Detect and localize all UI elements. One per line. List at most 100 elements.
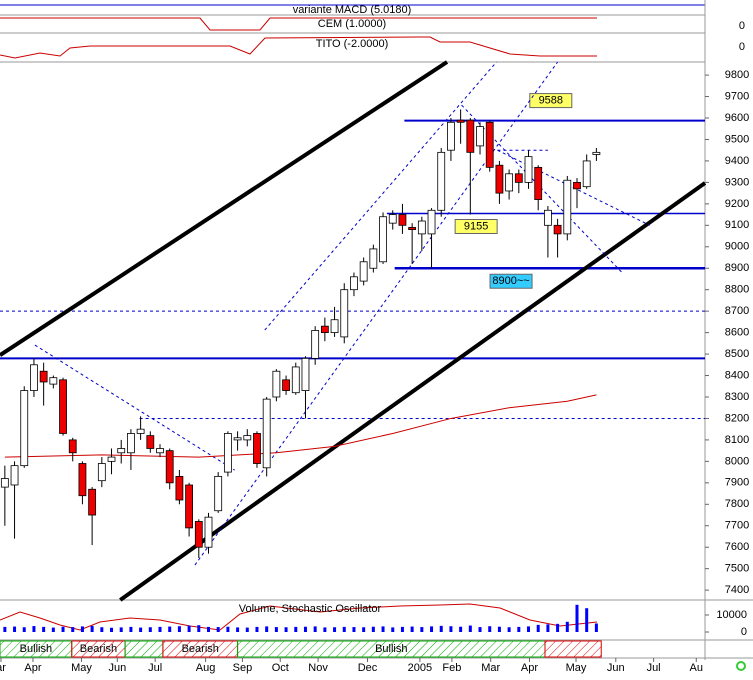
volume-bar (294, 626, 298, 632)
y-tick-label: 9500 (725, 133, 749, 145)
candle-body (165, 450, 174, 484)
volume-bar (517, 626, 521, 632)
candle-body (20, 390, 29, 467)
volume-bar (80, 626, 84, 632)
candle-body (398, 214, 407, 226)
signal-label: Bullish (20, 643, 52, 655)
volume-bar (206, 626, 210, 632)
volume-tick-label: 10000 (716, 609, 747, 621)
x-tick-label: Nov (308, 662, 328, 674)
candle-body (49, 377, 58, 385)
panel-tick: 0 (739, 20, 745, 32)
y-tick-label: 8700 (725, 305, 749, 317)
volume-bar (468, 625, 472, 632)
y-tick-label: 9200 (725, 198, 749, 210)
x-tick-label: Aug (196, 662, 216, 674)
candle-body (417, 220, 426, 235)
candle-body (117, 448, 126, 454)
candle-body (320, 325, 329, 334)
volume-bar (197, 625, 201, 632)
candle-body (127, 433, 135, 454)
level-label: 9588 (539, 94, 563, 106)
signal-band (124, 640, 164, 658)
candle-body (30, 364, 38, 391)
volume-bar (32, 626, 36, 632)
x-tick-label: Oct (272, 662, 289, 674)
volume-bar (430, 626, 434, 632)
cem-line (0, 17, 597, 31)
candle-body (514, 173, 523, 183)
candle-body (214, 475, 223, 512)
volume-bar (323, 627, 327, 632)
volume-bar (158, 626, 162, 632)
x-tick-label: Apr (24, 662, 41, 674)
volume-bar (575, 604, 579, 632)
volume-bar (362, 627, 366, 632)
candle-body (291, 366, 300, 394)
x-tick-label: May (566, 662, 587, 674)
candle-body (146, 435, 155, 449)
y-tick-label: 8300 (725, 391, 749, 403)
signal-label: Bearish (80, 643, 117, 655)
candle-body (136, 428, 145, 434)
volume-bar (400, 626, 404, 632)
volume-bar (391, 627, 395, 632)
x-tick-label: Dec (358, 662, 378, 674)
y-tick-label: 8400 (725, 369, 749, 381)
volume-bar (274, 627, 278, 632)
y-tick-label: 9300 (725, 176, 749, 188)
volume-bar (100, 627, 104, 632)
x-tick-label: Au (690, 662, 703, 674)
candle-body (369, 248, 378, 269)
volume-bar (265, 626, 269, 632)
candle-body (427, 209, 436, 235)
y-tick-label: 8500 (725, 348, 749, 360)
x-tick-label: May (71, 662, 92, 674)
level-label: 8900~~ (492, 275, 529, 287)
candle-body (408, 227, 417, 231)
x-tick-label: Jun (607, 662, 625, 674)
y-tick-label: 9800 (725, 69, 749, 81)
y-tick-label: 8000 (725, 455, 749, 467)
candle-body (592, 151, 601, 155)
candle-body (379, 216, 387, 263)
y-tick-label: 8600 (725, 327, 749, 339)
volume-title: Volume, Stochastic Oscillator (239, 603, 382, 615)
candle-body (78, 463, 87, 497)
volume-bar (71, 627, 75, 632)
trendline (264, 61, 497, 331)
x-tick-label: Feb (442, 662, 461, 674)
candle-body (447, 121, 455, 151)
volume-bar (439, 625, 443, 632)
volume-bar (177, 626, 181, 632)
signal-label: Bullish (375, 643, 407, 655)
candle-body (223, 433, 232, 473)
candle-body (59, 379, 67, 434)
candle-body (185, 484, 193, 529)
stochastic-line (0, 603, 598, 631)
candle-body (68, 439, 77, 454)
x-tick-label: Apr (521, 662, 538, 674)
volume-bar (478, 627, 482, 632)
x-tick-label: Jul (148, 662, 162, 674)
signal-label: Bearish (182, 643, 219, 655)
candle-body (340, 289, 349, 338)
candle-body (39, 370, 48, 383)
candle-body (0, 478, 9, 488)
volume-bar (536, 624, 540, 632)
x-tick-label: 2005 (408, 662, 432, 674)
volume-bar (168, 626, 172, 632)
panel-title: CEM (1.0000) (318, 18, 386, 30)
volume-bar (371, 626, 375, 632)
candle-body (456, 119, 465, 123)
volume-bar (488, 626, 492, 632)
candle-body (262, 398, 271, 469)
volume-bar (110, 627, 114, 632)
x-tick-label: Jul (647, 662, 661, 674)
candle-body (253, 433, 261, 464)
volume-bar (420, 627, 424, 632)
volume-bar (22, 627, 26, 632)
candle-body (534, 166, 543, 200)
candle-body (485, 121, 494, 168)
candle-body (88, 488, 97, 516)
